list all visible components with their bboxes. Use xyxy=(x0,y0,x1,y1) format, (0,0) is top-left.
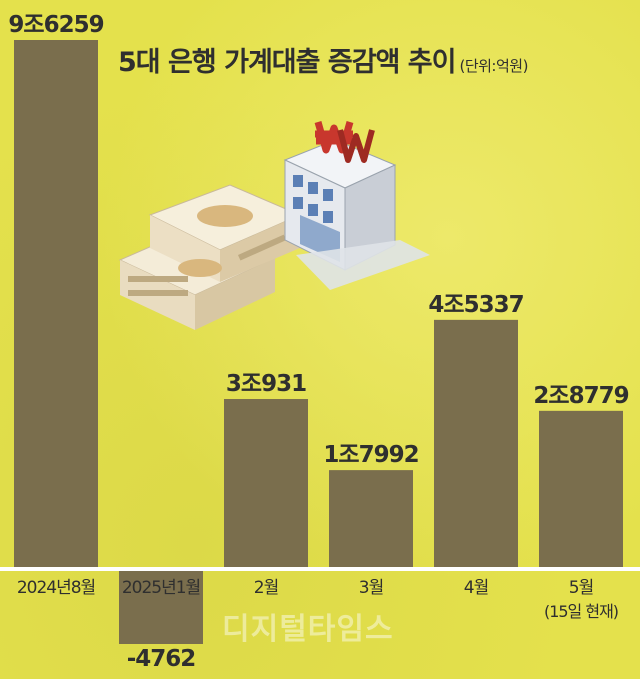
category-label: 2월 xyxy=(254,578,278,598)
bar xyxy=(539,410,623,569)
chart-title: 5대 은행 가계대출 증감액 추이 xyxy=(118,47,456,78)
data-label: 9조6259 xyxy=(8,12,103,38)
data-label: 2조8779 xyxy=(533,383,628,409)
data-label: 1조7992 xyxy=(323,442,418,468)
data-label: -4762 xyxy=(127,646,196,672)
category-label: 4월 xyxy=(464,578,488,598)
money-stack-icon xyxy=(118,184,302,330)
bar xyxy=(14,40,98,569)
category-label: 5월 xyxy=(569,578,593,598)
watermark-text: 디지털타임스 xyxy=(222,612,394,647)
category-sublabel: (15일 현재) xyxy=(544,602,618,621)
data-label: 3조931 xyxy=(226,371,306,397)
bar xyxy=(329,470,413,569)
category-label: 2024년8월 xyxy=(17,578,95,598)
category-label: 2025년1월 xyxy=(122,578,200,598)
bank-building-icon xyxy=(283,121,430,290)
chart-title-block: 5대 은행 가계대출 증감액 추이 (단위:억원) xyxy=(118,40,528,79)
bar xyxy=(119,569,203,644)
data-label: 4조5337 xyxy=(428,292,523,318)
category-label: 3월 xyxy=(359,578,383,598)
unit-label: (단위:억원) xyxy=(459,57,528,75)
bar xyxy=(224,399,308,569)
bar xyxy=(434,319,518,569)
